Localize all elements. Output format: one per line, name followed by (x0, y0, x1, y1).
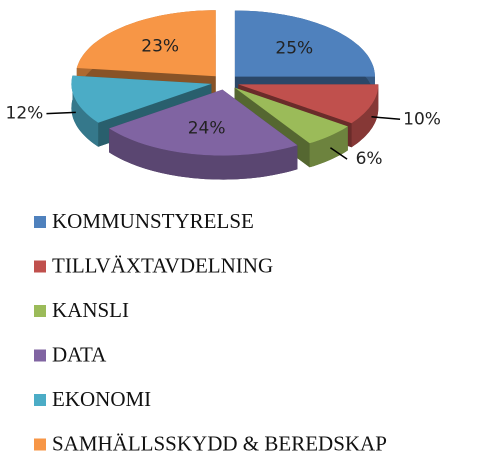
legend-label: TILLVÄXTAVDELNING (52, 253, 273, 277)
legend-label: DATA (52, 342, 107, 366)
legend-swatch (34, 260, 46, 273)
slice (71, 75, 212, 123)
legend-label: EKONOMI (52, 387, 151, 411)
data-label: 23% (141, 37, 179, 57)
slice (234, 10, 375, 77)
legend-label: KANSLI (52, 298, 129, 322)
slice (238, 84, 379, 124)
slice-wall (109, 128, 298, 180)
data-label: 24% (188, 118, 226, 138)
legend-label: SAMHÄLLSSKYDD & BEREDSKAP (52, 431, 387, 455)
legend-label: KOMMUNSTYRELSE (52, 209, 254, 233)
legend-swatch (34, 394, 46, 406)
legend-swatch (34, 216, 46, 228)
slice (109, 89, 298, 156)
slice-wall (351, 84, 379, 148)
slice-wall (309, 126, 348, 168)
data-label: 25% (275, 39, 313, 59)
data-label: 6% (356, 149, 383, 169)
slice (76, 10, 216, 77)
legend-swatch (34, 305, 46, 317)
leader-line (371, 116, 401, 121)
data-label: 10% (403, 109, 441, 129)
data-label: 12% (6, 104, 44, 124)
leader-line (46, 111, 76, 115)
legend-swatch (34, 438, 46, 451)
legend-swatch (34, 349, 46, 362)
slice (234, 87, 348, 144)
leader-line (329, 147, 348, 160)
slice-wall (71, 75, 99, 147)
